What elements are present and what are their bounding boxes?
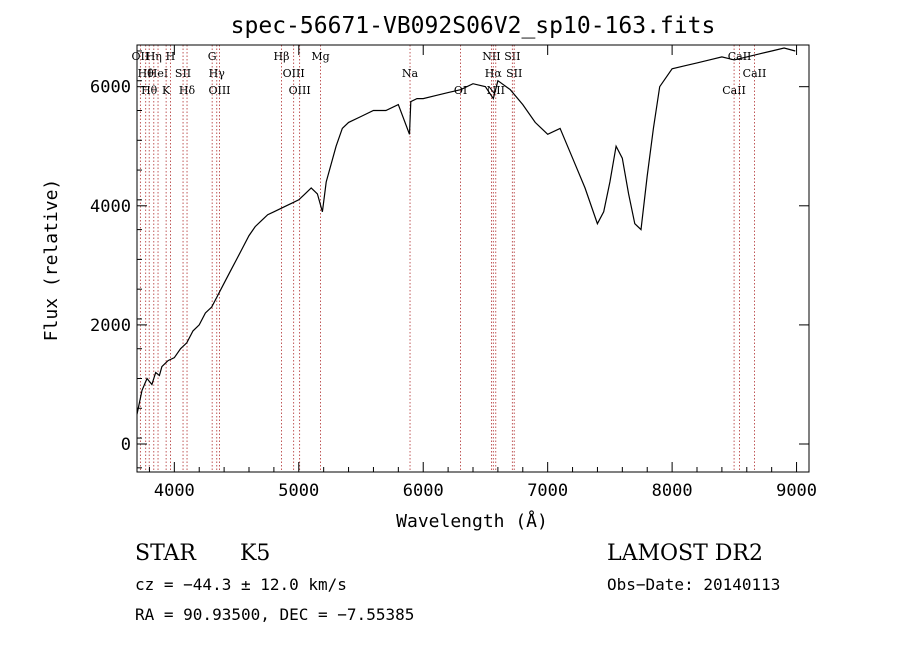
spectral-line-label: Na <box>402 67 419 80</box>
y-axis-ticks: 0 2000 4000 6000 <box>90 50 809 469</box>
spectral-line-label: CaII <box>743 67 767 80</box>
redshift-info: cz = −44.3 ± 12.0 km/s <box>135 575 347 594</box>
x-axis-ticks: 4000 5000 6000 7000 8000 9000 <box>148 45 817 501</box>
x-tick-label: 8000 <box>652 481 693 501</box>
x-tick-label: 6000 <box>403 481 444 501</box>
y-axis-label: Flux (relative) <box>41 179 62 342</box>
spectral-line-label: Hγ <box>209 67 226 80</box>
spectral-line-label: OII <box>132 50 150 63</box>
spectral-line-label: G <box>208 50 217 63</box>
y-tick-label: 0 <box>121 435 131 455</box>
y-tick-label: 4000 <box>90 197 131 217</box>
spectral-line-label: Hη <box>146 50 162 63</box>
obs-date: Obs−Date: 20140113 <box>607 575 780 594</box>
spectral-line-label: CaII <box>722 84 746 97</box>
spectral-line-label: SII <box>506 67 522 80</box>
x-axis-label: Wavelength (Å) <box>396 510 548 532</box>
spectral-line-label: OIII <box>283 67 305 80</box>
subclass: K5 <box>240 541 270 566</box>
spectral-line-label: H <box>166 50 176 63</box>
spectral-line-label: Hβ <box>274 50 290 63</box>
chart-title: spec-56671-VB092S06V2_sp10-163.fits <box>231 13 716 39</box>
y-tick-label: 2000 <box>90 316 131 336</box>
coordinates: RA = 90.93500, DEC = −7.55385 <box>135 605 414 624</box>
plot-frame <box>136 44 810 473</box>
x-tick-label: 4000 <box>154 481 195 501</box>
survey-name: LAMOST DR2 <box>607 541 763 566</box>
spectral-line-label: OIII <box>208 84 230 97</box>
spectrum-line <box>136 47 796 415</box>
spectral-line-label: OI <box>454 84 467 97</box>
spectral-line-label: OIII <box>289 84 311 97</box>
spectral-line-label: Hθ <box>141 84 158 97</box>
spectral-line-label: Hδ <box>179 84 196 97</box>
spectral-line-label: SII <box>175 67 191 80</box>
y-tick-label: 6000 <box>90 78 131 98</box>
x-tick-label: 7000 <box>527 481 568 501</box>
spectral-line-label: Hα <box>485 67 503 80</box>
x-tick-label: 5000 <box>278 481 319 501</box>
spectral-line-label: SII <box>504 50 520 63</box>
spectral-line-markers: OII Hθ Hθ Hη HeI K H SII Hδ G Hγ OIII Hβ OIII OIII Mg Na… <box>132 45 767 472</box>
spectral-line-label: Hθ <box>138 67 155 80</box>
object-class: STAR <box>135 541 197 566</box>
spectral-line-label: NII <box>482 50 500 63</box>
spectral-line-label: Mg <box>311 50 329 63</box>
spectral-line-label: K <box>162 84 171 97</box>
x-tick-label: 9000 <box>776 481 817 501</box>
spectral-line-label: HeI <box>148 67 168 80</box>
